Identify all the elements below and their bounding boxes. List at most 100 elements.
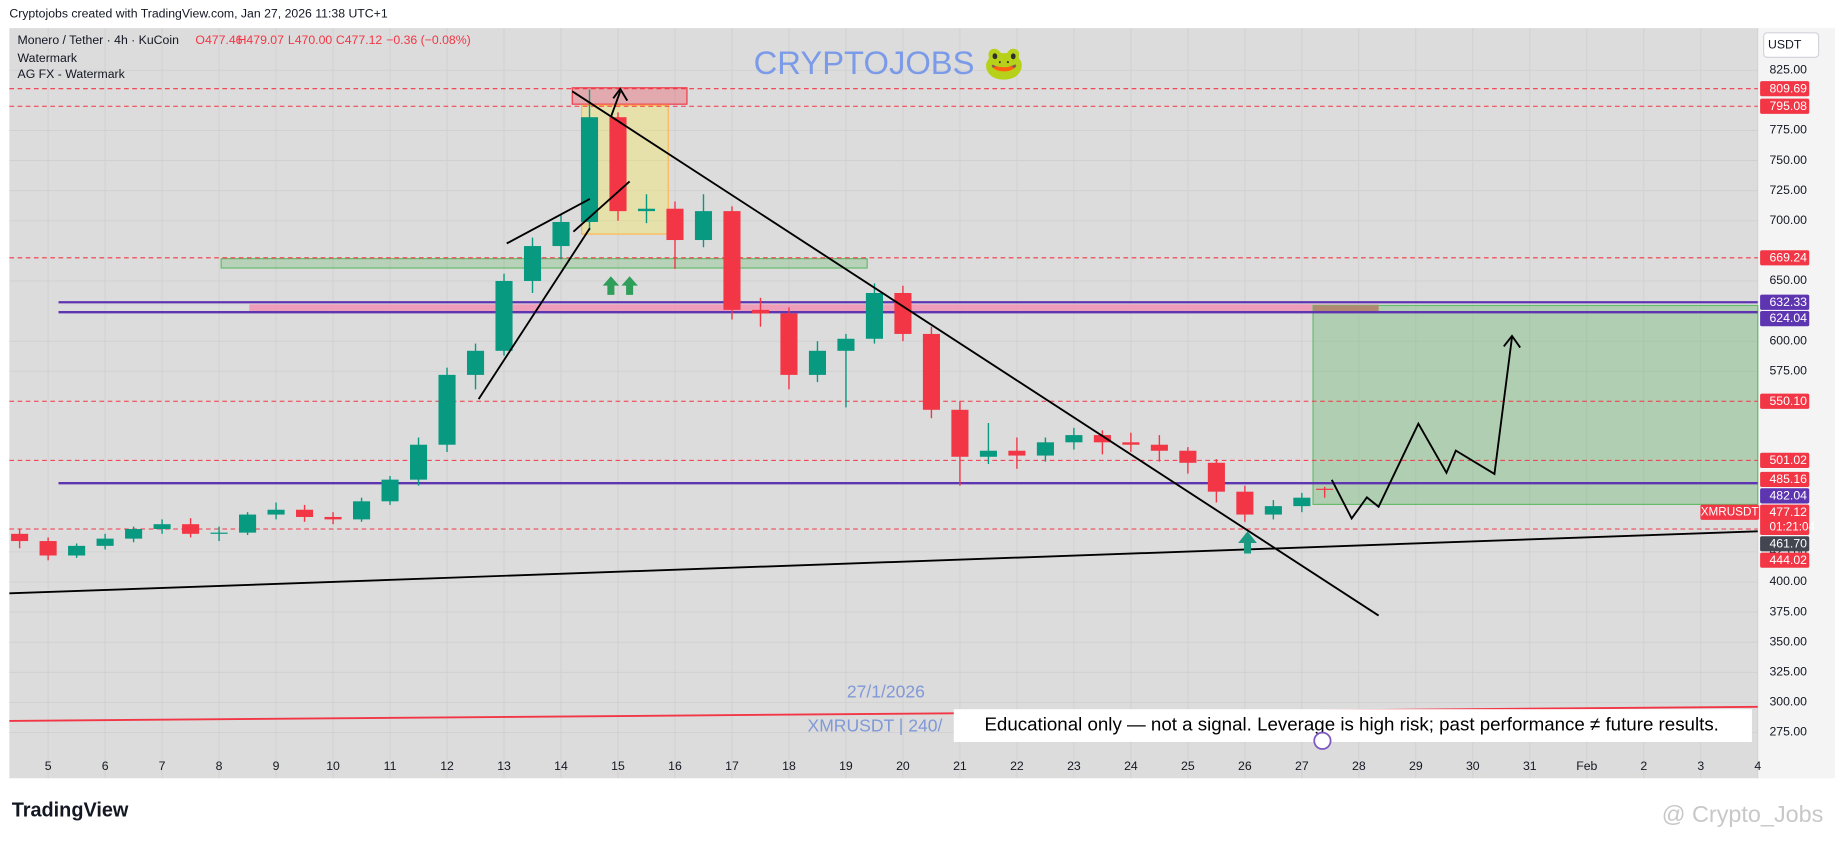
ohlc-close: C477.12 — [336, 33, 383, 47]
y-tick-label: 650.00 — [1769, 273, 1807, 287]
price-tag-label: 482.04 — [1769, 488, 1807, 502]
x-tick-label: 22 — [1010, 759, 1024, 773]
y-tick-label: 400.00 — [1769, 574, 1807, 588]
candle-body — [1316, 488, 1334, 490]
y-tick-label: 750.00 — [1769, 153, 1807, 167]
y-tick-label: 575.00 — [1769, 364, 1807, 378]
grid — [9, 28, 1759, 779]
candle-body — [381, 479, 399, 502]
price-tag — [1760, 452, 1810, 468]
candle-body — [580, 117, 599, 222]
candle-body — [922, 333, 940, 410]
y-tick-label: 350.00 — [1769, 634, 1807, 648]
y-tick-label: 700.00 — [1769, 213, 1807, 227]
candle-body — [1207, 462, 1225, 492]
price-tag-label: 461.70 — [1769, 536, 1807, 550]
candle-body — [1179, 450, 1197, 463]
candle-body — [552, 221, 570, 247]
x-tick-label: 19 — [839, 759, 853, 773]
symbol-tag-label: XMRUSDT — [1701, 506, 1759, 519]
x-tick-label: 9 — [273, 759, 280, 773]
currency-button[interactable] — [1763, 32, 1820, 58]
disclaimer: Educational only — not a signal. Leverag… — [984, 714, 1718, 735]
x-tick-label: 16 — [668, 759, 682, 773]
x-tick-label: 3 — [1697, 759, 1704, 773]
x-tick-label: 25 — [1181, 759, 1195, 773]
indicator[interactable]: Watermark — [18, 51, 78, 65]
price-tag — [1760, 250, 1810, 266]
price-tag-label: 477.12 — [1769, 505, 1807, 519]
candle-body — [523, 246, 542, 281]
trendline — [571, 90, 1380, 617]
trendline — [477, 227, 591, 400]
candle-body — [153, 524, 171, 530]
candle-body — [694, 211, 713, 241]
candle-body — [951, 409, 969, 457]
candle-body — [438, 374, 456, 445]
candle-body — [894, 293, 912, 334]
x-tick-label: 24 — [1124, 759, 1138, 773]
price-tag — [1760, 81, 1810, 97]
price-tag-label: 809.69 — [1769, 81, 1807, 95]
candle-body — [1236, 491, 1254, 515]
up-arrow — [621, 276, 638, 295]
price-tag — [1760, 552, 1810, 568]
candles — [11, 89, 1334, 561]
trendline — [9, 530, 1758, 595]
candle-body — [1293, 497, 1311, 507]
ohlc-change: −0.36 (−0.08%) — [386, 33, 471, 47]
candle-body — [1264, 506, 1282, 515]
currency[interactable]: USDT — [1768, 37, 1802, 51]
y-tick-label: 375.00 — [1769, 604, 1807, 618]
arrow-head — [1503, 334, 1521, 349]
candle-body — [780, 313, 798, 375]
x-tick-label: 13 — [497, 759, 511, 773]
candle-body — [837, 338, 855, 351]
price-tag-label: 444.02 — [1769, 553, 1807, 567]
x-tick-label: 2 — [1640, 759, 1647, 773]
price-tag — [1760, 294, 1810, 310]
x-tick-label: 29 — [1409, 759, 1423, 773]
price-tag — [1760, 393, 1810, 409]
y-tick-label: 775.00 — [1769, 123, 1807, 137]
icon[interactable] — [1313, 731, 1332, 750]
footer-watermark: @ Crypto_Jobs — [1662, 801, 1824, 827]
x-tick-label: 17 — [725, 759, 739, 773]
price-tag-label: 550.10 — [1769, 394, 1807, 408]
candle-body — [637, 208, 656, 212]
x-tick-label: 11 — [384, 759, 397, 773]
y-tick-label: 300.00 — [1769, 695, 1807, 709]
disclaimer-box — [953, 709, 1752, 742]
zone — [571, 87, 688, 105]
arrow-head — [612, 87, 629, 102]
x-tick-label: 12 — [440, 759, 454, 773]
plot-area — [9, 28, 1758, 779]
x-tick-label: 8 — [216, 759, 223, 773]
indicator[interactable]: AG FX - Watermark — [18, 67, 126, 81]
candle-body — [11, 533, 29, 542]
price-tag-label: 501.02 — [1769, 453, 1807, 467]
x-tick-label: 10 — [326, 759, 340, 773]
price-tag — [1760, 98, 1810, 114]
x-tick-label: 5 — [45, 759, 52, 773]
price-tag-label: 485.16 — [1769, 472, 1807, 486]
price-tag-label: 624.04 — [1769, 311, 1807, 325]
zone — [1313, 305, 1379, 312]
x-tick-label: 20 — [896, 759, 910, 773]
candle-body — [1065, 435, 1083, 443]
candle-body — [182, 524, 200, 534]
x-tick-label: 21 — [953, 759, 967, 773]
x-tick-label: 14 — [554, 759, 568, 773]
candle-body — [723, 211, 741, 310]
caption: Cryptojobs created with TradingView.com,… — [9, 6, 387, 20]
title: Monero / Tether · 4h · KuCoin — [18, 33, 180, 47]
y-tick-label: 600.00 — [1769, 333, 1807, 347]
watermark: CRYPTOJOBS 🐸 — [754, 44, 1025, 81]
candle-body — [751, 309, 770, 314]
target-zone — [1312, 304, 1759, 505]
x-tick-label: 26 — [1238, 759, 1252, 773]
candle-body — [1093, 435, 1111, 443]
x-tick-label: 6 — [102, 759, 109, 773]
